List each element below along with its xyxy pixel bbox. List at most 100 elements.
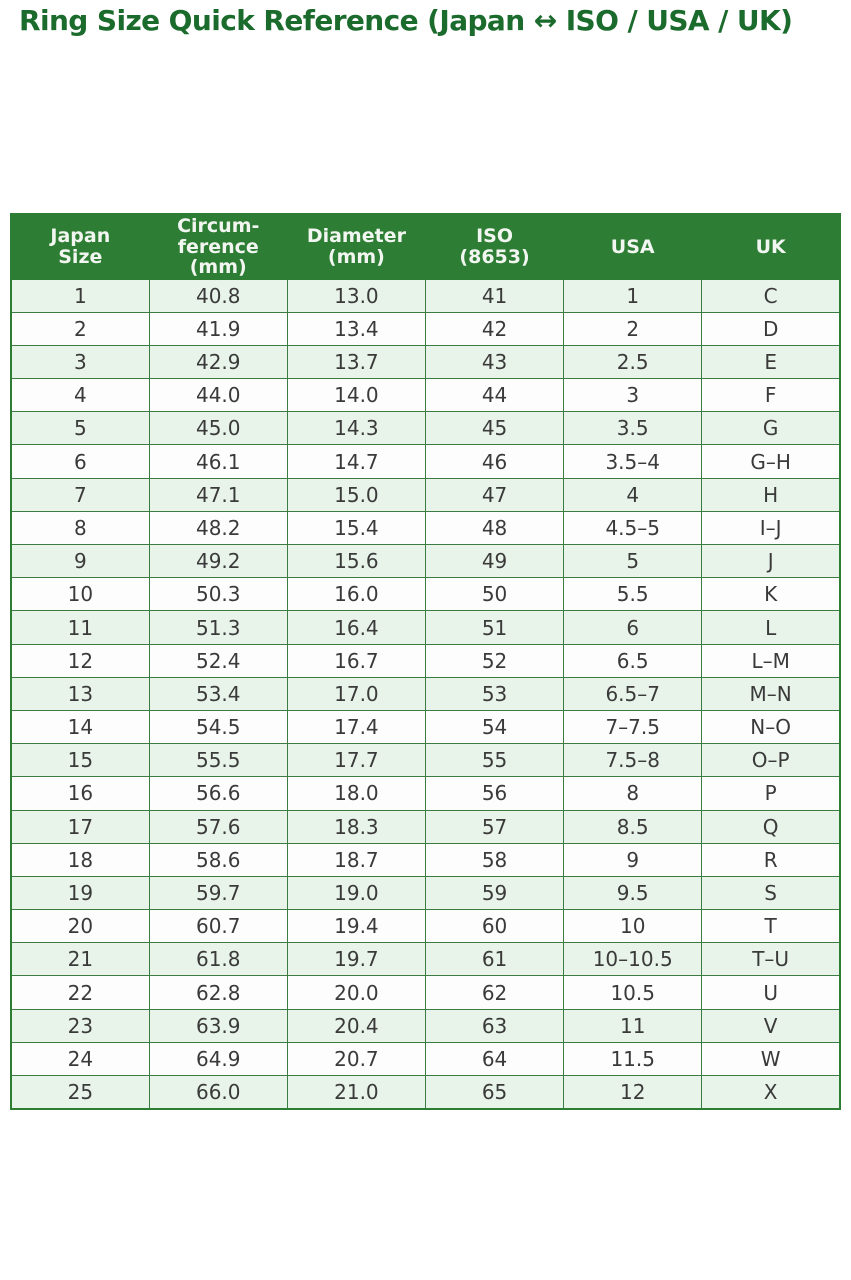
cell-japan-size: 7	[10, 477, 150, 512]
table-row: 24 64.9 20.7 64 11.5 W	[10, 1041, 841, 1077]
cell-usa: 6.5–7	[563, 676, 703, 711]
cell-uk: T–U	[701, 942, 841, 977]
cell-japan-size: 20	[10, 909, 150, 944]
table-row: 11 51.3 16.4 51 6 L	[10, 610, 841, 645]
cell-circumference-mm: 51.3	[148, 610, 288, 645]
table-row: 9 49.2 15.6 49 5 J	[10, 544, 841, 579]
cell-usa: 11.5	[563, 1041, 703, 1077]
cell-circumference-mm: 49.2	[148, 544, 288, 579]
page-title: Ring Size Quick Reference (Japan ↔ ISO /…	[19, 4, 793, 37]
cell-japan-size: 5	[10, 411, 150, 446]
cell-iso-8653: 51	[424, 610, 565, 645]
cell-iso-8653: 46	[424, 444, 565, 479]
cell-uk: G–H	[701, 444, 841, 479]
cell-uk: S	[701, 875, 841, 911]
cell-usa: 3.5–4	[563, 444, 703, 479]
cell-uk: L–M	[701, 643, 841, 678]
cell-diameter-mm: 15.0	[286, 477, 426, 512]
cell-uk: D	[701, 311, 841, 346]
cell-circumference-mm: 45.0	[148, 411, 288, 446]
cell-uk: C	[701, 278, 841, 313]
table-row: 13 53.4 17.0 53 6.5–7 M–N	[10, 676, 841, 711]
cell-uk: G	[701, 411, 841, 446]
cell-circumference-mm: 60.7	[148, 909, 288, 944]
cell-usa: 10.5	[563, 975, 703, 1010]
cell-iso-8653: 43	[424, 344, 565, 380]
table-row: 17 57.6 18.3 57 8.5 Q	[10, 809, 841, 844]
cell-diameter-mm: 19.7	[286, 942, 426, 977]
cell-uk: Q	[701, 809, 841, 844]
cell-uk: J	[701, 544, 841, 579]
cell-diameter-mm: 20.7	[286, 1041, 426, 1077]
cell-usa: 10–10.5	[563, 942, 703, 977]
cell-diameter-mm: 20.0	[286, 975, 426, 1010]
cell-japan-size: 14	[10, 709, 150, 745]
table-row: 2 41.9 13.4 42 2 D	[10, 311, 841, 346]
cell-japan-size: 18	[10, 842, 150, 877]
cell-diameter-mm: 19.4	[286, 909, 426, 944]
cell-circumference-mm: 62.8	[148, 975, 288, 1010]
column-header-uk: UK	[701, 213, 841, 280]
cell-iso-8653: 55	[424, 743, 565, 778]
cell-japan-size: 25	[10, 1075, 150, 1110]
cell-iso-8653: 64	[424, 1041, 565, 1077]
cell-circumference-mm: 66.0	[148, 1075, 288, 1110]
cell-uk: R	[701, 842, 841, 877]
cell-iso-8653: 61	[424, 942, 565, 977]
column-header-iso: ISO (8653)	[424, 213, 565, 280]
cell-diameter-mm: 15.6	[286, 544, 426, 579]
cell-usa: 9.5	[563, 875, 703, 911]
cell-circumference-mm: 61.8	[148, 942, 288, 977]
cell-japan-size: 4	[10, 378, 150, 413]
table-row: 18 58.6 18.7 58 9 R	[10, 842, 841, 877]
cell-japan-size: 19	[10, 875, 150, 911]
cell-japan-size: 16	[10, 776, 150, 811]
cell-uk: W	[701, 1041, 841, 1077]
cell-uk: N–O	[701, 709, 841, 745]
cell-circumference-mm: 40.8	[148, 278, 288, 313]
table-row: 10 50.3 16.0 50 5.5 K	[10, 577, 841, 612]
table-row: 14 54.5 17.4 54 7–7.5 N–O	[10, 709, 841, 745]
cell-iso-8653: 49	[424, 544, 565, 579]
cell-iso-8653: 52	[424, 643, 565, 678]
table-row: 20 60.7 19.4 60 10 T	[10, 909, 841, 944]
cell-japan-size: 22	[10, 975, 150, 1010]
column-header-diameter: Diameter (mm)	[286, 213, 426, 280]
cell-diameter-mm: 13.7	[286, 344, 426, 380]
table-row: 21 61.8 19.7 61 10–10.5 T–U	[10, 942, 841, 977]
cell-circumference-mm: 50.3	[148, 577, 288, 612]
table-row: 16 56.6 18.0 56 8 P	[10, 776, 841, 811]
cell-japan-size: 17	[10, 809, 150, 844]
cell-circumference-mm: 46.1	[148, 444, 288, 479]
table-row: 5 45.0 14.3 45 3.5 G	[10, 411, 841, 446]
cell-iso-8653: 59	[424, 875, 565, 911]
table-row: 15 55.5 17.7 55 7.5–8 O–P	[10, 743, 841, 778]
cell-uk: V	[701, 1008, 841, 1043]
cell-usa: 11	[563, 1008, 703, 1043]
column-header-usa: USA	[563, 213, 703, 280]
cell-circumference-mm: 57.6	[148, 809, 288, 844]
cell-uk: H	[701, 477, 841, 512]
cell-uk: E	[701, 344, 841, 380]
cell-japan-size: 3	[10, 344, 150, 380]
cell-japan-size: 15	[10, 743, 150, 778]
cell-uk: T	[701, 909, 841, 944]
cell-iso-8653: 54	[424, 709, 565, 745]
cell-uk: O–P	[701, 743, 841, 778]
cell-iso-8653: 60	[424, 909, 565, 944]
cell-usa: 6.5	[563, 643, 703, 678]
table-row: 1 40.8 13.0 41 1 C	[10, 278, 841, 313]
cell-diameter-mm: 14.3	[286, 411, 426, 446]
cell-japan-size: 9	[10, 544, 150, 579]
cell-usa: 12	[563, 1075, 703, 1110]
cell-usa: 8	[563, 776, 703, 811]
cell-iso-8653: 45	[424, 411, 565, 446]
cell-circumference-mm: 53.4	[148, 676, 288, 711]
cell-japan-size: 21	[10, 942, 150, 977]
cell-diameter-mm: 21.0	[286, 1075, 426, 1110]
cell-circumference-mm: 64.9	[148, 1041, 288, 1077]
table-head: Japan Size Circum- ference (mm) Diameter…	[10, 213, 841, 280]
cell-usa: 2	[563, 311, 703, 346]
table-row: 8 48.2 15.4 48 4.5–5 I–J	[10, 510, 841, 546]
cell-usa: 10	[563, 909, 703, 944]
